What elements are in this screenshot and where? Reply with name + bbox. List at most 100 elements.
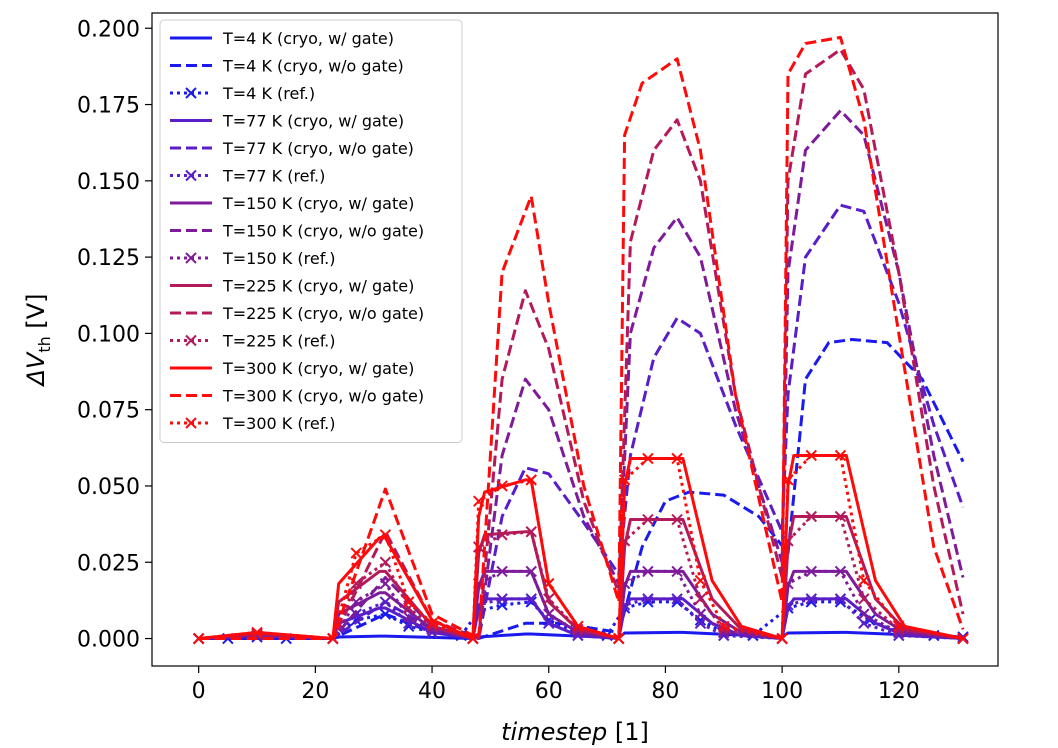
legend-item: T=77 K (ref.) <box>170 167 325 186</box>
y-axis-ticks: 0.000 0.025 0.050 0.075 0.100 0.125 0.150 0.175… <box>77 17 152 653</box>
y-axis-label-main: ΔV <box>22 351 50 387</box>
data-point-marker <box>496 529 508 541</box>
data-point-marker <box>251 626 263 639</box>
series-line <box>198 515 964 640</box>
series-line <box>198 454 964 640</box>
x-axis-label: timestep [1] <box>501 718 649 746</box>
series-layer <box>192 35 969 645</box>
x-axis-label-main: timestep <box>501 718 607 746</box>
data-point-marker <box>858 593 870 605</box>
y-tick-label: 0.050 <box>77 475 140 500</box>
data-point-marker <box>782 474 794 486</box>
data-point-marker <box>185 87 197 99</box>
legend: T=4 K (cryo, w/ gate) T=4 K (cryo, w/o ga… <box>159 19 463 443</box>
legend-label: T=225 K (cryo, w/ gate) <box>222 277 414 296</box>
data-point-marker <box>671 565 683 578</box>
data-point-marker <box>496 480 508 492</box>
series-group <box>192 35 969 645</box>
legend-label: T=300 K (cryo, w/o gate) <box>222 387 424 406</box>
data-point-marker <box>543 593 555 605</box>
data-point-marker <box>834 510 847 523</box>
legend-item: T=225 K (cryo, w/o gate) <box>170 304 424 323</box>
legend-label: T=150 K (cryo, w/o gate) <box>222 222 424 241</box>
legend-label: T=77 K (cryo, w/o gate) <box>222 139 414 158</box>
data-point-marker <box>834 593 847 605</box>
data-point-marker <box>805 593 818 605</box>
legend-label: T=4 K (cryo, w/o gate) <box>222 57 404 76</box>
data-point-marker <box>671 513 683 526</box>
legend-item: T=225 K (ref.) <box>170 332 336 351</box>
x-tick-label: 0 <box>192 679 206 704</box>
x-tick-label: 120 <box>878 679 920 704</box>
series-line <box>198 48 965 640</box>
data-point-marker <box>543 577 555 590</box>
y-tick-label: 0.025 <box>77 551 140 576</box>
x-tick-label: 80 <box>651 679 679 704</box>
data-point-marker <box>496 593 508 605</box>
series-0 <box>198 630 964 640</box>
data-point-marker <box>525 474 537 486</box>
y-tick-label: 0.150 <box>77 170 140 195</box>
data-point-marker <box>525 526 537 538</box>
data-point-marker <box>694 617 707 629</box>
data-point-marker <box>379 556 392 568</box>
legend-item: T=150 K (cryo, w/o gate) <box>170 222 424 241</box>
data-point-marker <box>805 510 818 523</box>
legend-item: T=4 K (cryo, w/o gate) <box>170 57 404 76</box>
legend-item: T=4 K (cryo, w/ gate) <box>170 29 394 48</box>
series-line <box>198 203 965 640</box>
data-point-marker <box>694 574 707 587</box>
legend-label: T=300 K (cryo, w/ gate) <box>222 359 414 378</box>
data-point-marker <box>805 449 818 462</box>
data-point-marker <box>379 577 392 590</box>
y-tick-label: 0.175 <box>77 94 140 119</box>
x-tick-label: 40 <box>418 679 446 704</box>
y-axis-label-sub: th <box>35 336 54 352</box>
data-point-marker <box>496 565 508 578</box>
legend-item: T=77 K (cryo, w/ gate) <box>170 112 404 131</box>
data-point-marker <box>671 593 683 605</box>
legend-item: T=150 K (cryo, w/ gate) <box>170 194 414 213</box>
y-tick-label: 0.125 <box>77 246 140 271</box>
legend-item: T=300 K (cryo, w/ gate) <box>170 359 414 378</box>
data-point-marker <box>957 632 969 645</box>
y-tick-label: 0.200 <box>77 17 140 42</box>
legend-label: T=225 K (cryo, w/o gate) <box>222 304 424 323</box>
data-point-marker <box>694 608 707 620</box>
legend-label: T=225 K (ref.) <box>222 332 336 351</box>
data-point-marker <box>473 495 485 507</box>
data-point-marker <box>642 593 654 605</box>
legend-label: T=4 K (cryo, w/ gate) <box>222 29 394 48</box>
series-4 <box>198 203 965 640</box>
data-point-marker <box>642 513 654 526</box>
data-point-marker <box>858 617 870 629</box>
data-point-marker <box>327 632 339 645</box>
data-point-marker <box>185 334 197 347</box>
data-point-marker <box>893 620 905 633</box>
y-tick-label: 0.100 <box>77 322 140 347</box>
series-9 <box>198 515 964 640</box>
data-point-marker <box>642 452 654 465</box>
data-point-marker <box>403 611 415 623</box>
legend-box <box>159 19 463 443</box>
legend-label: T=4 K (ref.) <box>222 84 315 103</box>
legend-label: T=77 K (ref.) <box>222 167 325 186</box>
data-point-marker <box>350 547 362 559</box>
series-line <box>198 35 965 640</box>
y-axis-label-unit: [V] <box>22 293 50 336</box>
series-13 <box>198 35 965 640</box>
legend-label: T=77 K (cryo, w/ gate) <box>222 112 404 131</box>
data-point-marker <box>379 596 392 608</box>
data-point-marker <box>671 452 683 465</box>
x-axis-ticks: 0 20 40 60 80 100 120 <box>192 666 920 704</box>
data-point-marker <box>776 632 788 645</box>
data-point-marker <box>572 620 584 633</box>
data-point-marker <box>543 617 555 629</box>
data-point-marker <box>543 608 555 620</box>
y-tick-label: 0.075 <box>77 399 140 424</box>
data-point-marker <box>185 169 197 182</box>
plot-frame <box>151 12 999 667</box>
data-point-marker <box>893 623 905 636</box>
